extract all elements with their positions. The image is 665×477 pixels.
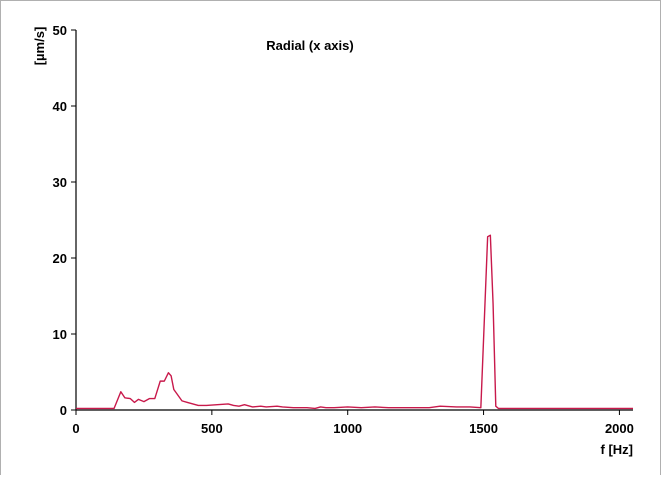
y-tick-label: 30 <box>53 175 67 190</box>
series-line <box>76 234 633 410</box>
axes <box>75 30 633 411</box>
x-tick-label: 2000 <box>605 421 634 436</box>
x-tick-label: 1500 <box>469 421 498 436</box>
y-ticks: 0 10 20 30 40 50 <box>53 23 76 418</box>
y-tick-label: 10 <box>53 327 67 342</box>
chart-title: Radial (x axis) <box>266 38 353 53</box>
x-axis-label: f [Hz] <box>601 442 634 457</box>
y-tick-label: 20 <box>53 251 67 266</box>
y-axis-label: [µm/s] <box>32 27 47 66</box>
x-tick-label: 1000 <box>333 421 362 436</box>
y-tick-label: 40 <box>53 99 67 114</box>
y-tick-label: 0 <box>60 403 67 418</box>
x-ticks: 0 500 1000 1500 2000 <box>72 410 634 436</box>
x-tick-label: 0 <box>72 421 79 436</box>
x-tick-label: 500 <box>201 421 223 436</box>
y-tick-label: 50 <box>53 23 67 38</box>
